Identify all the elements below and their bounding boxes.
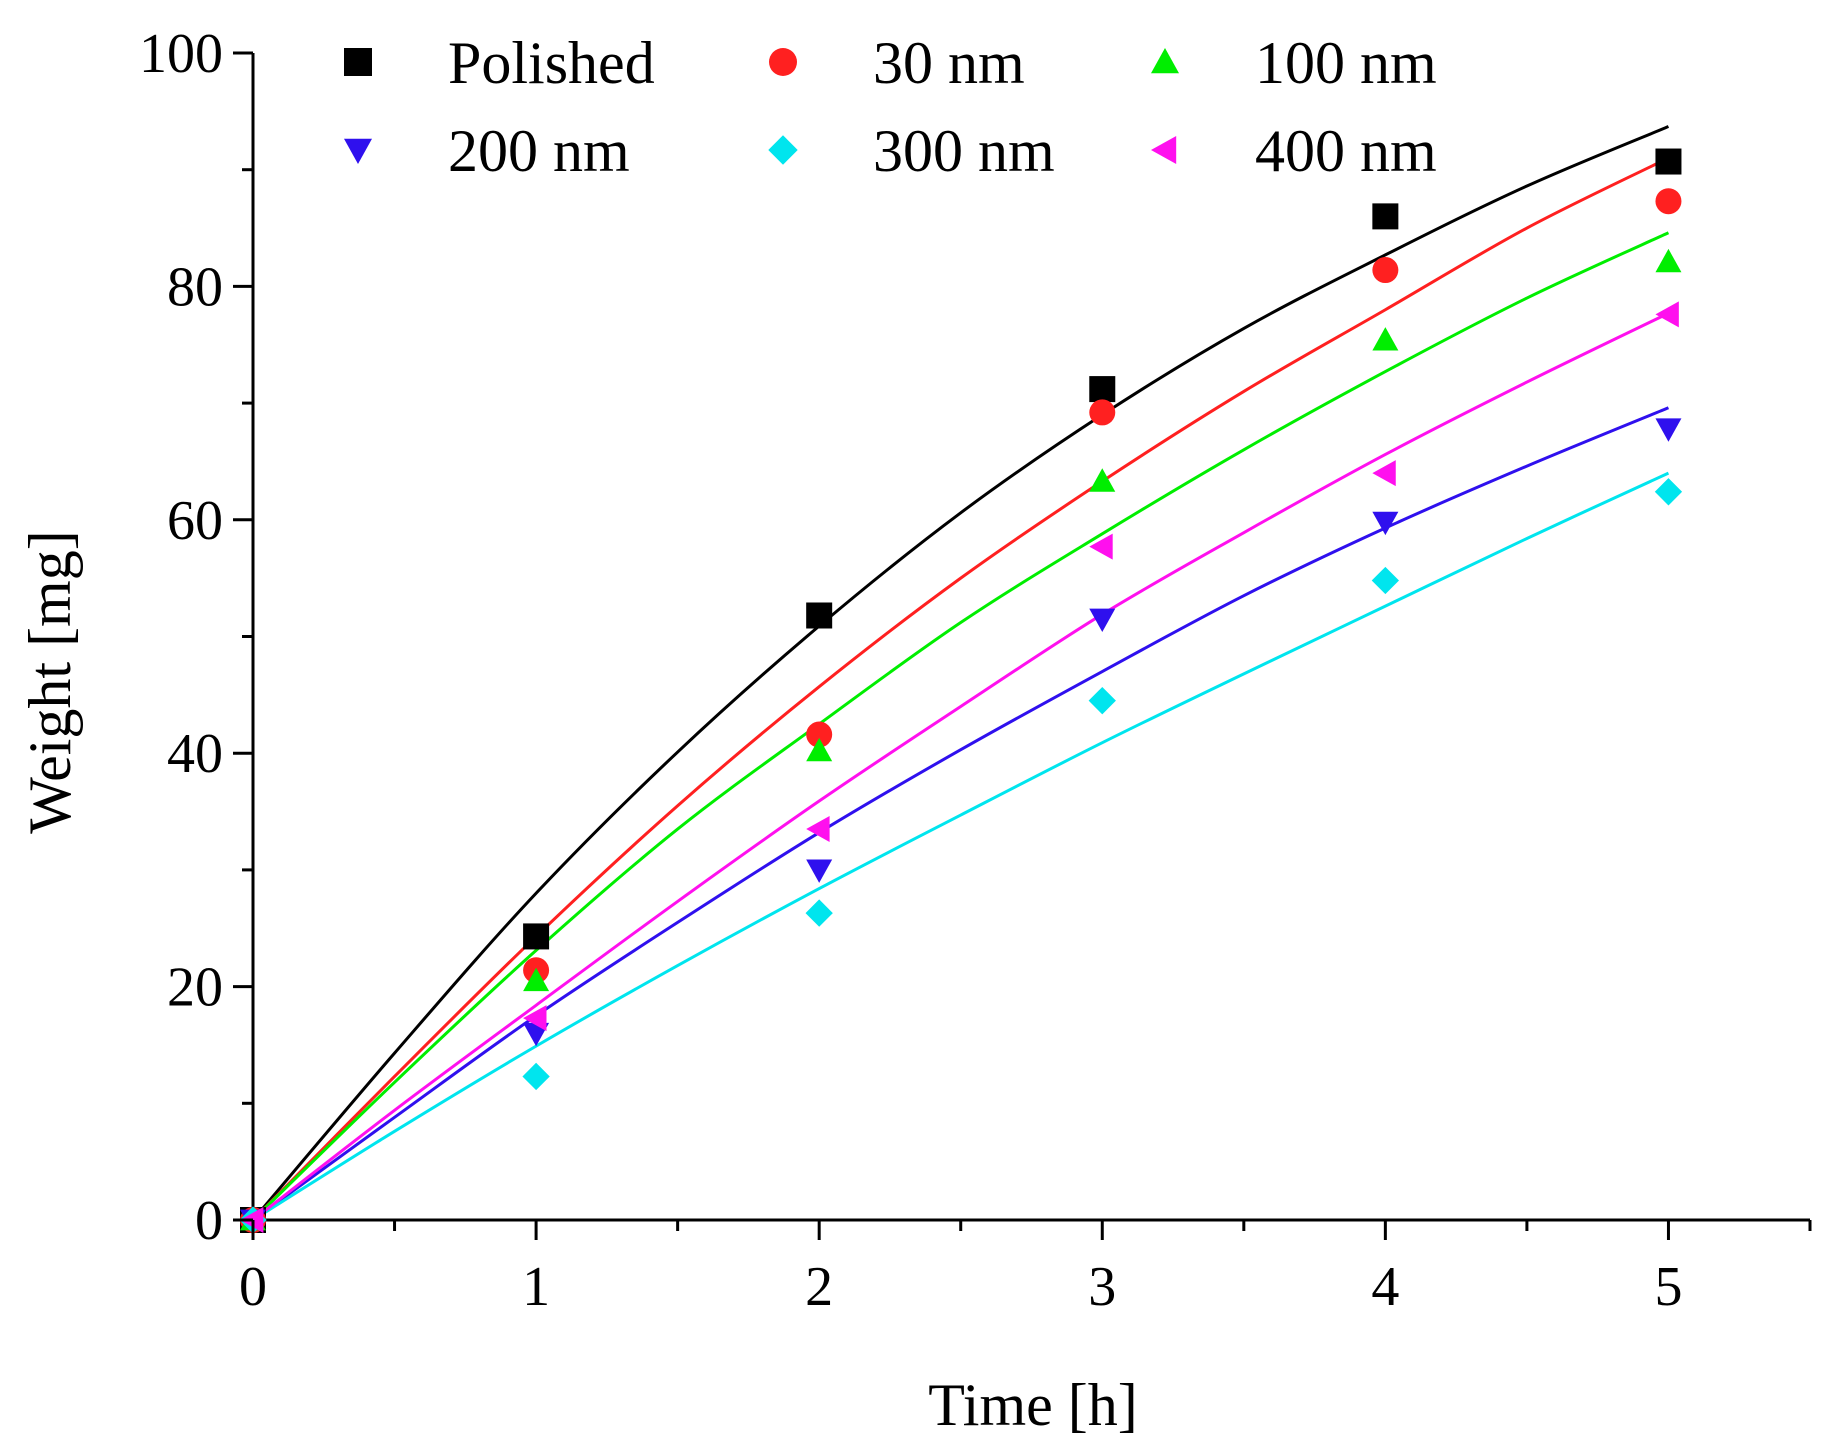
y-tick-label: 0 [195,1190,223,1252]
legend-marker [1151,48,1179,74]
data-point [806,721,833,748]
fit-line [251,156,1670,1222]
x-tick-label: 1 [522,1256,550,1318]
legend-marker [1151,136,1177,164]
fit-line [251,125,1670,1221]
fit-line [252,471,1670,1222]
data-point [1089,376,1116,403]
y-tick-label: 60 [167,490,223,552]
legend-marker [344,48,372,76]
data-point [523,1005,547,1032]
legend-label: Polished [448,30,655,96]
data-point [1088,687,1116,715]
data-point [1089,608,1116,632]
fit-line [252,406,1670,1222]
x-tick-label: 3 [1088,1256,1116,1318]
data-point [806,816,830,843]
y-axis-label: Weight [mg] [17,530,83,833]
data-point [522,1062,550,1091]
data-point [523,967,550,992]
data-markers [239,148,1683,1234]
data-point [806,602,833,629]
y-tick-label: 20 [167,957,223,1019]
data-point [1089,399,1116,426]
legend-label: 100 nm [1255,30,1437,96]
data-point [1655,418,1682,442]
data-point [1089,468,1116,492]
legend-label: 200 nm [448,118,630,184]
fit-line [251,231,1670,1222]
x-tick-label: 0 [239,1256,267,1318]
y-axis-ticks: 0 20 40 60 80 100 [139,23,253,1252]
data-point [1372,460,1396,487]
legend-marker [768,135,798,165]
legend-label: 300 nm [873,118,1055,184]
legend-marker [769,48,797,76]
data-point [1372,327,1399,351]
x-axis-ticks: 0 1 2 3 4 5 [239,1220,1812,1318]
plot-area [251,53,1810,1222]
data-point [805,899,833,927]
data-point [1655,188,1682,215]
x-tick-label: 4 [1371,1256,1399,1318]
legend-marker [344,138,372,164]
data-point [1655,148,1682,175]
data-point [523,923,550,950]
fit-lines [251,125,1670,1222]
x-axis-label: Time [h] [928,1372,1137,1438]
legend-label: 400 nm [1255,118,1437,184]
data-point [1371,566,1400,595]
data-point [1372,257,1399,284]
data-point [806,859,833,883]
y-tick-label: 100 [139,23,223,85]
fit-line [252,311,1670,1222]
y-tick-label: 80 [167,256,223,318]
legend: Polished 30 nm 100 nm 200 nm 300 nm 400 nm [344,30,1437,184]
data-point [806,737,833,762]
y-tick-label: 40 [167,723,223,785]
data-point [1372,203,1399,230]
data-point [1655,301,1679,328]
data-point [1654,478,1683,506]
data-point [1655,248,1682,273]
x-tick-label: 5 [1654,1256,1682,1318]
x-tick-label: 2 [805,1256,833,1318]
data-point [1089,533,1113,560]
legend-label: 30 nm [873,30,1025,96]
data-point [1372,511,1399,536]
